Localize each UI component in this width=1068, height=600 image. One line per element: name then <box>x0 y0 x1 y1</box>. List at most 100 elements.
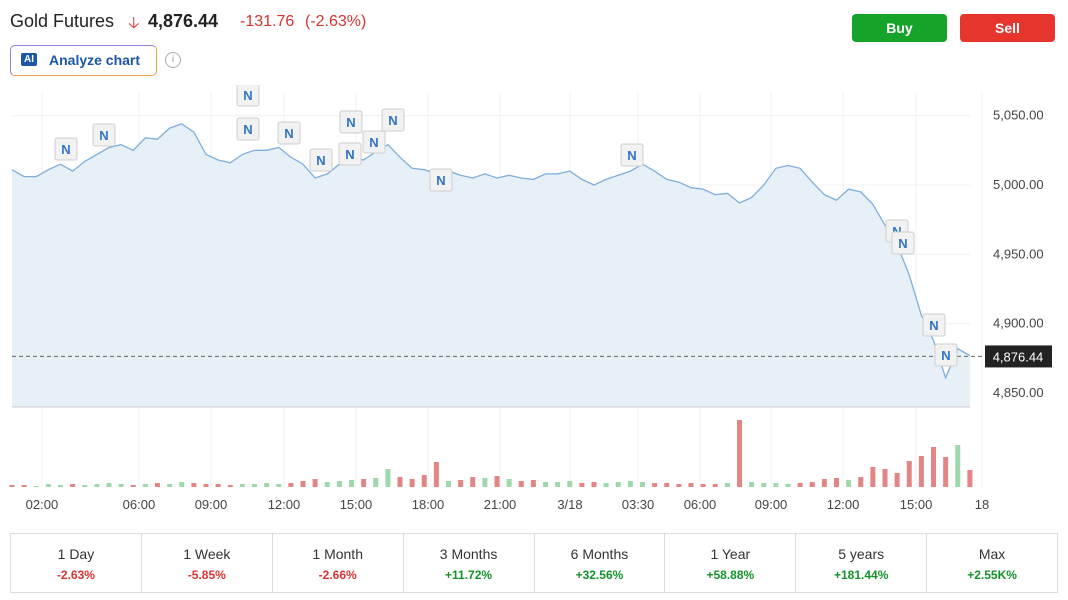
period-cell[interactable]: 1 Month -2.66% <box>273 534 404 592</box>
volume-bar <box>688 483 694 487</box>
news-marker <box>381 108 405 132</box>
news-marker-label: N <box>345 147 354 162</box>
volume-bar <box>567 481 573 487</box>
volume-bar <box>179 482 185 487</box>
y-tick-label: 4,950.00 <box>993 246 1044 261</box>
news-marker <box>236 85 260 107</box>
news-marker-label: N <box>898 236 907 251</box>
period-cell[interactable]: 1 Day -2.63% <box>11 534 142 592</box>
news-marker-label: N <box>929 318 938 333</box>
volume-bar <box>676 484 682 487</box>
last-price: 4,876.44 <box>148 11 219 31</box>
volume-bar <box>943 457 949 487</box>
volume-bar <box>373 478 379 487</box>
news-marker <box>891 231 915 255</box>
volume-bar <box>737 420 742 487</box>
volume-bar <box>276 484 282 487</box>
volume-bar <box>518 481 524 487</box>
period-cell[interactable]: 6 Months +32.56% <box>535 534 666 592</box>
volume-bar <box>385 469 391 487</box>
period-change: +2.55K% <box>967 568 1017 582</box>
analyze-label: Analyze chart <box>49 52 141 68</box>
volume-bar <box>494 476 500 487</box>
volume-bar <box>446 481 451 487</box>
x-tick-label: 06:00 <box>684 497 717 512</box>
news-marker-label: N <box>346 115 355 130</box>
volume-bar <box>94 484 100 487</box>
chart: 4,850.00 4,900.00 4,950.00 5,000.00 5,050.00… <box>9 85 1052 512</box>
price-line <box>11 123 971 380</box>
period-label: 1 Month <box>312 546 363 562</box>
info-icon[interactable]: i <box>165 52 181 68</box>
volume-bar <box>482 478 488 487</box>
news-marker-label: N <box>941 348 950 363</box>
period-table: 1 Day -2.63% 1 Week -5.85% 1 Month -2.66% 3 Mo… <box>10 533 1058 593</box>
analyze-chart-button[interactable]: AI Analyze chart <box>10 45 157 76</box>
volume-bar <box>785 484 791 487</box>
news-marker <box>934 343 958 367</box>
volume-bar <box>45 484 51 487</box>
volume-bar <box>652 483 658 487</box>
news-marker-label: N <box>243 88 252 103</box>
news-marker-label: N <box>627 148 636 163</box>
volume-bar <box>409 479 415 487</box>
y-tick-label: 5,050.00 <box>993 108 1044 123</box>
volume-bar <box>918 456 924 487</box>
x-tick-label: 09:00 <box>195 497 228 512</box>
period-cell[interactable]: 1 Year +58.88% <box>665 534 797 592</box>
volume-bar <box>906 461 912 487</box>
volume-bar <box>797 483 803 487</box>
news-marker <box>309 148 333 172</box>
x-tick-label: 21:00 <box>484 497 517 512</box>
news-marker <box>277 121 301 145</box>
period-cell[interactable]: 1 Week -5.85% <box>142 534 273 592</box>
volume-bar <box>627 481 633 487</box>
volume-bar <box>167 484 173 487</box>
period-cell[interactable]: 3 Months +11.72% <box>404 534 535 592</box>
x-tick-label: 12:00 <box>827 497 860 512</box>
volume-bar <box>397 477 403 487</box>
volume-bar <box>9 485 15 487</box>
instrument-title: Gold Futures <box>10 11 115 31</box>
x-tick-label: 03:30 <box>622 497 655 512</box>
volume-bar <box>858 477 864 487</box>
period-label: 6 Months <box>570 546 629 562</box>
x-tick-label: 02:00 <box>26 497 59 512</box>
volume-bar <box>870 467 876 487</box>
price-change-pct: (-2.63%) <box>305 13 367 30</box>
volume-bar <box>809 482 815 487</box>
volume-bar <box>203 484 209 487</box>
volume-bar <box>142 484 148 487</box>
volume-bar <box>264 483 270 487</box>
x-tick-label: 15:00 <box>340 497 373 512</box>
news-marker <box>620 143 644 167</box>
x-tick-label: 18 <box>975 497 989 512</box>
buy-button[interactable]: Buy <box>852 14 947 42</box>
volume-bar <box>312 479 318 487</box>
period-change: +32.56% <box>575 568 624 582</box>
volume-bar <box>336 481 342 487</box>
period-cell[interactable]: 5 years +181.44% <box>796 534 928 592</box>
period-change: +181.44% <box>833 568 889 582</box>
volume-bar <box>458 480 464 487</box>
news-marker <box>362 130 386 154</box>
news-marker-label: N <box>61 142 70 157</box>
volume-bar <box>118 484 124 487</box>
x-tick-label: 15:00 <box>900 497 933 512</box>
volume-bar <box>33 486 39 487</box>
sell-button[interactable]: Sell <box>960 14 1055 42</box>
volume-bar <box>579 483 585 487</box>
period-label: 1 Week <box>183 546 231 562</box>
period-label: 3 Months <box>439 546 498 562</box>
volume-bar <box>761 483 767 487</box>
volume-bar <box>543 482 548 487</box>
volume-bar <box>349 480 354 487</box>
period-label: 1 Year <box>710 546 751 562</box>
period-change: -5.85% <box>187 568 226 582</box>
period-cell[interactable]: Max +2.55K% <box>927 534 1057 592</box>
volume-bar <box>155 483 160 487</box>
volume-bar <box>239 484 245 487</box>
news-marker <box>338 142 362 166</box>
volume-bar <box>555 482 561 487</box>
news-marker-label: N <box>369 135 378 150</box>
